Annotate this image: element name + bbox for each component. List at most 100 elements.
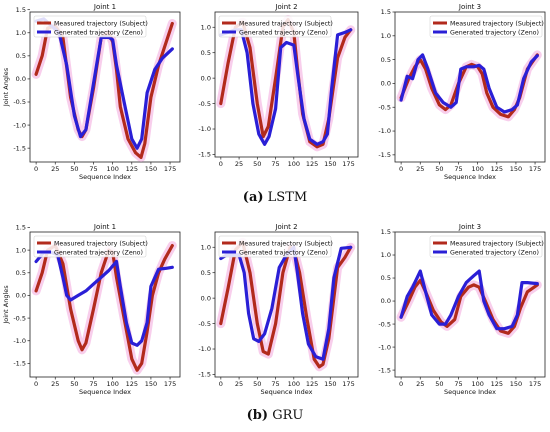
legend: Measured trajectory (Subject) Generated t… (218, 15, 333, 38)
y-tick-label: 0.5 (381, 274, 391, 282)
x-tick-label: 25 (51, 380, 59, 388)
x-axis-label: Sequence Index (79, 388, 131, 396)
y-tick-label: 1.5 (381, 8, 391, 16)
x-axis-label: Sequence Index (79, 173, 131, 181)
legend-box (218, 235, 332, 258)
panel-title: Joint 1 (93, 223, 116, 231)
x-axis-label: Sequence Index (444, 388, 496, 396)
panel-1: Joint 1 0 25 50 75 100 125 150 175 1.5 1.0 0.5 0.0 -0… (2, 3, 181, 181)
legend-box (429, 235, 543, 258)
y-tick-label: 0.5 (16, 52, 26, 60)
y-tick-label: 1.5 (16, 6, 26, 14)
x-tick-label: 150 (510, 165, 522, 173)
x-tick-label: 25 (235, 160, 243, 168)
legend-label: Measured trajectory (Subject) (450, 20, 544, 27)
y-tick-label: -1.5 (378, 366, 391, 374)
x-tick-label: 50 (253, 380, 261, 388)
x-tick-label: 75 (271, 160, 279, 168)
panel-title: Joint 3 (458, 3, 481, 11)
caption-lstm-name: LSTM (267, 190, 308, 205)
x-tick-label: 75 (89, 380, 97, 388)
caption-gru: (b) GRU (0, 408, 550, 423)
legend: Measured trajectory (Subject) Generated t… (429, 235, 544, 258)
x-tick-label: 75 (454, 165, 462, 173)
y-tick-label: -0.5 (378, 320, 391, 328)
y-tick-label: -1.5 (13, 144, 26, 152)
x-tick-label: 100 (471, 380, 483, 388)
y-tick-label: 0.0 (16, 292, 26, 300)
y-tick-label: 1.0 (381, 251, 391, 259)
x-tick-label: 50 (435, 380, 443, 388)
series-generated (34, 17, 174, 150)
legend-box (33, 235, 147, 258)
panel-6: Joint 3 0 25 50 75 100 125 150 175 1.5 1.0 0.5 0.0 -0… (378, 223, 546, 396)
series-generated (399, 53, 539, 114)
y-tick-label: -1.5 (198, 371, 211, 379)
x-tick-label: 25 (416, 380, 424, 388)
x-tick-label: 75 (89, 165, 97, 173)
legend-box (429, 15, 543, 38)
y-tick-label: 1.5 (16, 224, 26, 232)
y-tick-label: 0.0 (381, 80, 391, 88)
legend-label: Generated trajectory (Zeno) (239, 29, 328, 36)
x-tick-label: 25 (235, 380, 243, 388)
legend-label: Generated trajectory (Zeno) (450, 249, 539, 256)
y-tick-label: 0.0 (201, 294, 211, 302)
legend: Measured trajectory (Subject) Generated t… (33, 235, 148, 258)
x-tick-label: 175 (342, 160, 354, 168)
x-tick-label: 125 (126, 380, 138, 388)
x-tick-label: 25 (51, 165, 59, 173)
x-tick-label: 0 (399, 380, 403, 388)
legend-label: Measured trajectory (Subject) (54, 20, 148, 27)
plot-area (396, 50, 542, 122)
x-tick-label: 175 (164, 165, 176, 173)
x-tick-label: 0 (219, 380, 223, 388)
x-tick-label: 150 (510, 380, 522, 388)
x-tick-label: 25 (416, 165, 424, 173)
x-tick-label: 100 (106, 380, 118, 388)
y-tick-label: -1.5 (13, 360, 26, 368)
y-tick-label: 0.0 (381, 297, 391, 305)
x-tick-label: 75 (271, 380, 279, 388)
legend-label: Measured trajectory (Subject) (239, 20, 333, 27)
x-tick-label: 50 (435, 165, 443, 173)
panel-title: Joint 2 (274, 3, 297, 11)
x-tick-label: 75 (454, 380, 462, 388)
x-tick-label: 125 (306, 160, 318, 168)
x-tick-label: 150 (145, 380, 157, 388)
y-tick-label: 0.5 (381, 56, 391, 64)
x-tick-label: 175 (342, 380, 354, 388)
legend-label: Generated trajectory (Zeno) (239, 249, 328, 256)
x-tick-label: 125 (306, 380, 318, 388)
panel-title: Joint 1 (93, 3, 116, 11)
y-axis-label: Joint Angles (2, 67, 10, 107)
y-tick-label: -1.0 (378, 343, 391, 351)
y-tick-label: -0.5 (378, 103, 391, 111)
x-tick-label: 0 (34, 165, 38, 173)
x-tick-label: 150 (324, 380, 336, 388)
panel-3: Joint 3 0 25 50 75 100 125 150 175 1.5 1.0 0.5 0.0 -0… (378, 3, 546, 181)
x-tick-label: 50 (70, 165, 78, 173)
y-tick-label: -0.5 (198, 100, 211, 108)
legend-label: Measured trajectory (Subject) (450, 240, 544, 247)
legend-label: Measured trajectory (Subject) (239, 240, 333, 247)
y-tick-label: 1.0 (16, 29, 26, 37)
y-tick-label: -1.5 (198, 151, 211, 159)
x-tick-label: 125 (491, 165, 503, 173)
y-tick-label: 1.0 (201, 23, 211, 31)
y-tick-label: -0.5 (13, 98, 26, 106)
y-tick-label: 1.0 (201, 243, 211, 251)
y-tick-label: 0.5 (16, 269, 26, 277)
x-tick-label: 125 (126, 165, 138, 173)
x-tick-label: 50 (70, 380, 78, 388)
x-tick-label: 0 (219, 160, 223, 168)
panel-5: Joint 2 0 25 50 75 100 125 150 175 1.0 0.5 0.0 -0.5 -… (198, 223, 359, 396)
y-tick-label: 1.0 (381, 32, 391, 40)
x-tick-label: 0 (399, 165, 403, 173)
panel-title: Joint 2 (274, 223, 297, 231)
x-tick-label: 100 (288, 380, 300, 388)
x-axis-label: Sequence Index (260, 388, 312, 396)
x-tick-label: 175 (529, 380, 541, 388)
legend-label: Generated trajectory (Zeno) (450, 29, 539, 36)
